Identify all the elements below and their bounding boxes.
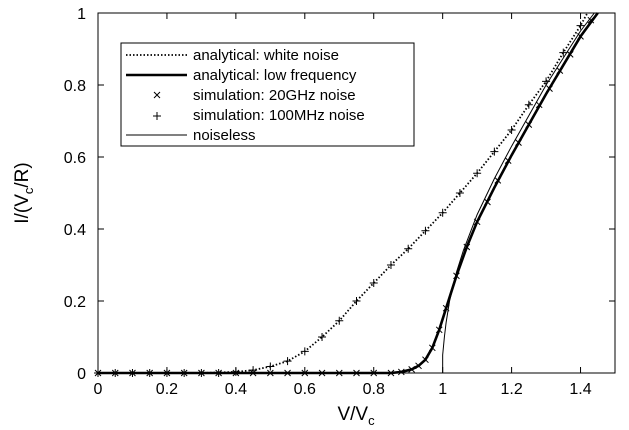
y-axis-title: I/(Vc/R) [12, 162, 36, 223]
x-axis-title: V/Vc [337, 404, 375, 428]
y-tick-label: 0.2 [64, 294, 86, 311]
legend-box [120, 42, 415, 147]
legend-label-white-noise: analytical: white noise [193, 47, 339, 64]
legend-marker-100mhz [153, 112, 161, 120]
y-axis-title-tail: /R) [12, 162, 33, 187]
data-point-simulation-20ghz-noise [546, 85, 553, 92]
data-point-simulation-20ghz-noise [566, 51, 574, 58]
plot-series-group [94, 12, 599, 377]
data-point-simulation-20ghz-noise [556, 67, 564, 74]
data-point-simulation-100mhz-noise [421, 226, 430, 235]
data-point-simulation-100mhz-noise [266, 362, 275, 371]
y-axis-title-main: I/(V [12, 194, 33, 224]
data-point-simulation-100mhz-noise [455, 189, 464, 197]
data-point-simulation-100mhz-noise [576, 21, 585, 30]
data-point-simulation-100mhz-noise [283, 357, 292, 366]
data-point-simulation-20ghz-noise [494, 177, 502, 184]
x-tick-label: 0.6 [294, 381, 316, 398]
data-point-simulation-20ghz-noise [397, 368, 405, 376]
data-point-simulation-20ghz-noise [428, 344, 436, 352]
x-tick-label: 0.4 [225, 381, 247, 398]
data-point-simulation-20ghz-noise [415, 362, 422, 370]
data-point-simulation-20ghz-noise [515, 139, 522, 146]
data-point-simulation-100mhz-noise [386, 261, 395, 269]
x-tick-label: 1.4 [569, 381, 591, 398]
legend-marker-20ghz [153, 91, 161, 99]
y-axis-title-subscript: c [21, 187, 36, 194]
legend: analytical: white noise analytical: low … [120, 42, 415, 147]
data-point-simulation-100mhz-noise [473, 169, 482, 178]
data-point-simulation-20ghz-noise [422, 356, 429, 364]
data-point-simulation-20ghz-noise [463, 243, 471, 251]
legend-label-100mhz: simulation: 100MHz noise [193, 107, 365, 124]
data-point-simulation-100mhz-noise [524, 100, 533, 109]
legend-label-low-frequency: analytical: low frequency [193, 67, 357, 84]
data-point-simulation-100mhz-noise [335, 316, 344, 325]
x-axis: 0 0.2 0.4 0.6 0.8 1 1.2 1.4 [94, 13, 592, 398]
data-point-simulation-100mhz-noise [559, 48, 568, 57]
data-point-simulation-100mhz-noise [300, 347, 309, 356]
data-point-simulation-20ghz-noise [484, 198, 491, 206]
data-point-simulation-20ghz-noise [587, 16, 595, 24]
y-axis: 0 0.2 0.4 0.6 0.8 1 [64, 6, 615, 383]
x-tick-label: 0 [94, 381, 103, 398]
data-point-simulation-100mhz-noise [404, 244, 413, 253]
data-point-simulation-100mhz-noise [507, 126, 516, 134]
data-point-simulation-100mhz-noise [352, 297, 361, 305]
series-line-noiseless [98, 12, 595, 374]
x-axis-title-main: V/V [337, 404, 368, 425]
x-tick-label: 1 [438, 381, 447, 398]
data-point-simulation-100mhz-noise [438, 208, 447, 217]
plot-frame [97, 12, 616, 374]
data-point-simulation-20ghz-noise [408, 366, 416, 373]
x-axis-title-subscript: c [368, 413, 375, 428]
data-point-simulation-20ghz-noise [504, 157, 512, 164]
data-point-simulation-20ghz-noise [453, 272, 460, 280]
y-tick-label: 0.4 [64, 222, 86, 239]
data-point-simulation-100mhz-noise [369, 279, 378, 287]
y-tick-label: 0.8 [64, 78, 86, 95]
data-point-simulation-100mhz-noise [490, 147, 499, 156]
y-tick-label: 0 [77, 366, 86, 383]
x-tick-label: 0.2 [156, 381, 178, 398]
data-point-simulation-100mhz-noise [318, 333, 327, 341]
y-tick-label: 0.6 [64, 150, 86, 167]
data-point-simulation-20ghz-noise [535, 101, 543, 109]
data-point-simulation-20ghz-noise [435, 326, 443, 334]
legend-label-20ghz: simulation: 20GHz noise [193, 87, 356, 104]
y-tick-label: 1 [77, 6, 86, 23]
x-tick-label: 0.8 [363, 381, 385, 398]
data-point-simulation-20ghz-noise [525, 121, 533, 128]
x-tick-label: 1.2 [500, 381, 522, 398]
legend-label-noiseless: noiseless [193, 127, 256, 144]
